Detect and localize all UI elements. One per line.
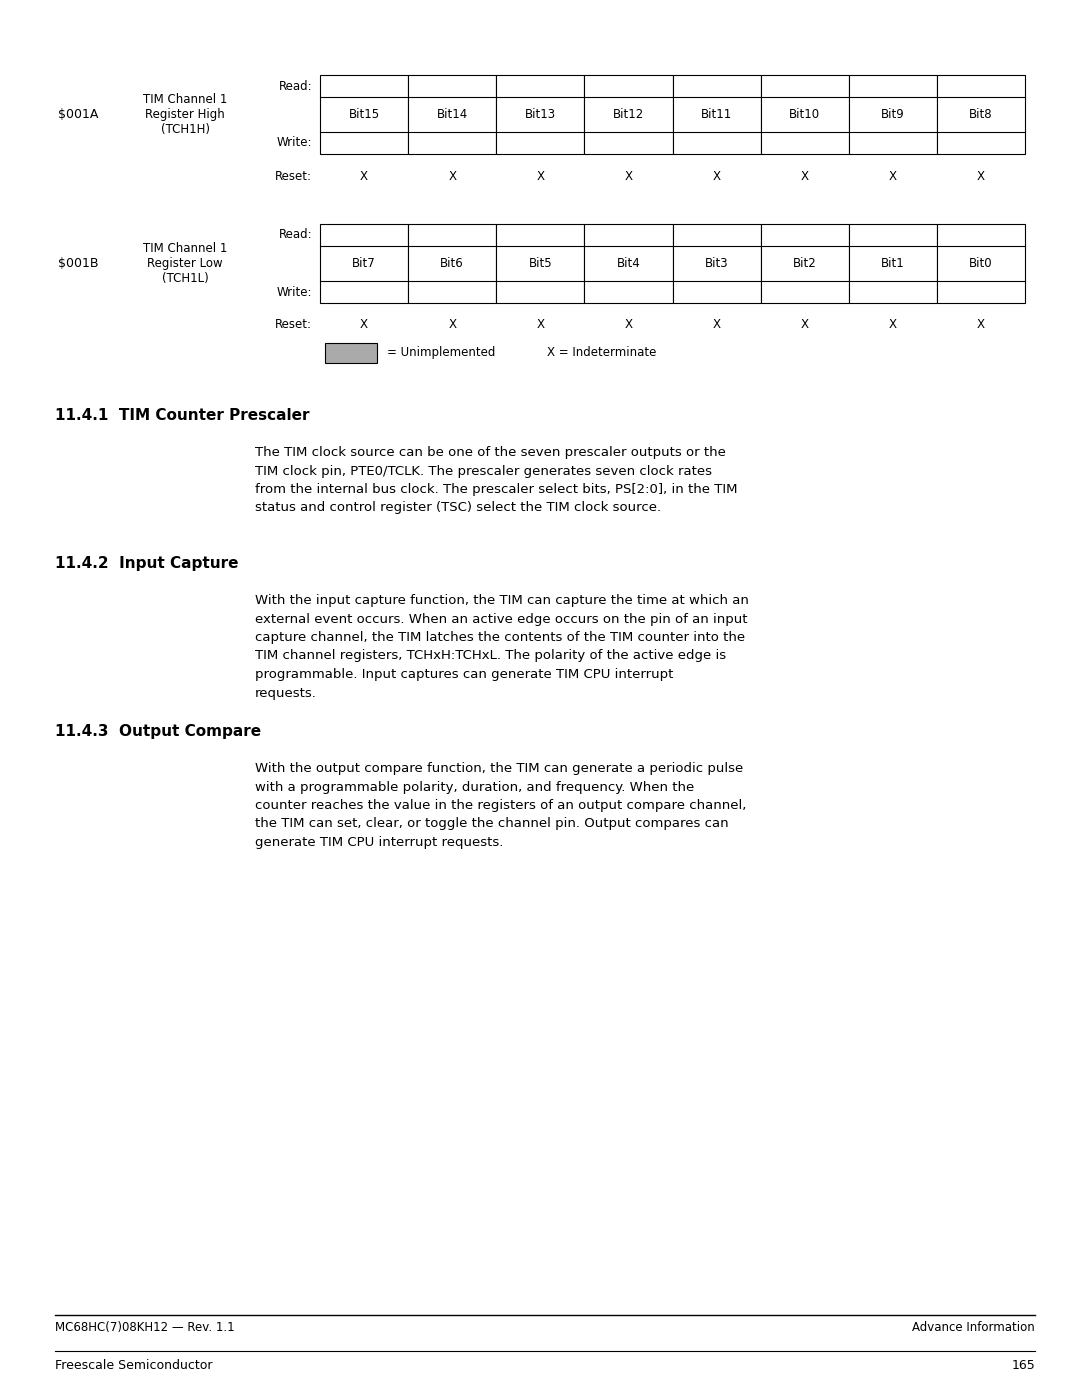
Text: TIM Channel 1: TIM Channel 1 [143,242,227,254]
Text: MC68HC(7)08KH12 — Rev. 1.1: MC68HC(7)08KH12 — Rev. 1.1 [55,1322,234,1334]
Text: Reset:: Reset: [275,319,312,331]
Bar [760,224,849,303]
Text: X: X [800,319,809,331]
Text: Bit13: Bit13 [525,108,556,122]
Bar [584,75,673,154]
Text: Bit11: Bit11 [701,108,732,122]
Text: Bit6: Bit6 [441,257,464,270]
Text: Advance Information: Advance Information [913,1322,1035,1334]
Text: The TIM clock source can be one of the seven prescaler outputs or the
TIM clock : The TIM clock source can be one of the s… [255,446,738,514]
Text: X: X [624,169,633,183]
Text: X: X [889,169,896,183]
Bar [325,344,377,363]
Bar [496,75,584,154]
Bar [496,224,584,303]
Bar [936,75,1025,154]
Text: X: X [624,319,633,331]
Text: Bit0: Bit0 [969,257,993,270]
Text: X: X [889,319,896,331]
Text: Bit15: Bit15 [349,108,380,122]
Text: Register High: Register High [145,108,225,122]
Text: X: X [977,319,985,331]
Bar [408,75,496,154]
Text: Bit8: Bit8 [969,108,993,122]
Bar [760,75,849,154]
Bar [408,224,496,303]
Text: Register Low: Register Low [147,257,222,270]
Bar [849,224,936,303]
Text: X: X [977,169,985,183]
Text: X: X [448,319,456,331]
Text: Bit3: Bit3 [705,257,728,270]
Text: Bit7: Bit7 [352,257,376,270]
Text: Bit5: Bit5 [528,257,552,270]
Text: Read:: Read: [279,80,312,92]
Text: X = Indeterminate: X = Indeterminate [546,346,657,359]
Text: Bit14: Bit14 [436,108,468,122]
Text: X: X [800,169,809,183]
Text: (TCH1L): (TCH1L) [162,272,208,285]
Text: With the input capture function, the TIM can capture the time at which an
extern: With the input capture function, the TIM… [255,594,748,700]
Text: Write:: Write: [276,137,312,149]
Bar [320,75,408,154]
Text: X: X [360,319,368,331]
Text: Freescale Semiconductor: Freescale Semiconductor [55,1359,213,1372]
Text: Reset:: Reset: [275,169,312,183]
Text: = Unimplemented: = Unimplemented [387,346,496,359]
Text: Bit1: Bit1 [881,257,905,270]
Text: 11.4.3  Output Compare: 11.4.3 Output Compare [55,724,261,739]
Text: $001A: $001A [58,108,98,122]
Bar [673,75,760,154]
Bar [849,75,936,154]
Text: 11.4.2  Input Capture: 11.4.2 Input Capture [55,556,239,571]
Text: With the output compare function, the TIM can generate a periodic pulse
with a p: With the output compare function, the TI… [255,761,746,849]
Text: 11.4.1  TIM Counter Prescaler: 11.4.1 TIM Counter Prescaler [55,408,310,423]
Text: X: X [537,319,544,331]
Text: (TCH1H): (TCH1H) [161,123,210,137]
Text: 165: 165 [1011,1359,1035,1372]
Text: Bit9: Bit9 [881,108,905,122]
Bar [320,224,408,303]
Text: Bit4: Bit4 [617,257,640,270]
Text: Read:: Read: [279,229,312,242]
Text: X: X [713,169,720,183]
Text: TIM Channel 1: TIM Channel 1 [143,92,227,106]
Text: X: X [713,319,720,331]
Bar [584,224,673,303]
Text: X: X [360,169,368,183]
Text: Bit10: Bit10 [789,108,820,122]
Bar [936,224,1025,303]
Text: $001B: $001B [58,257,98,270]
Text: Write:: Write: [276,285,312,299]
Bar [673,224,760,303]
Text: Bit2: Bit2 [793,257,816,270]
Text: X: X [448,169,456,183]
Text: Bit12: Bit12 [612,108,644,122]
Text: X: X [537,169,544,183]
